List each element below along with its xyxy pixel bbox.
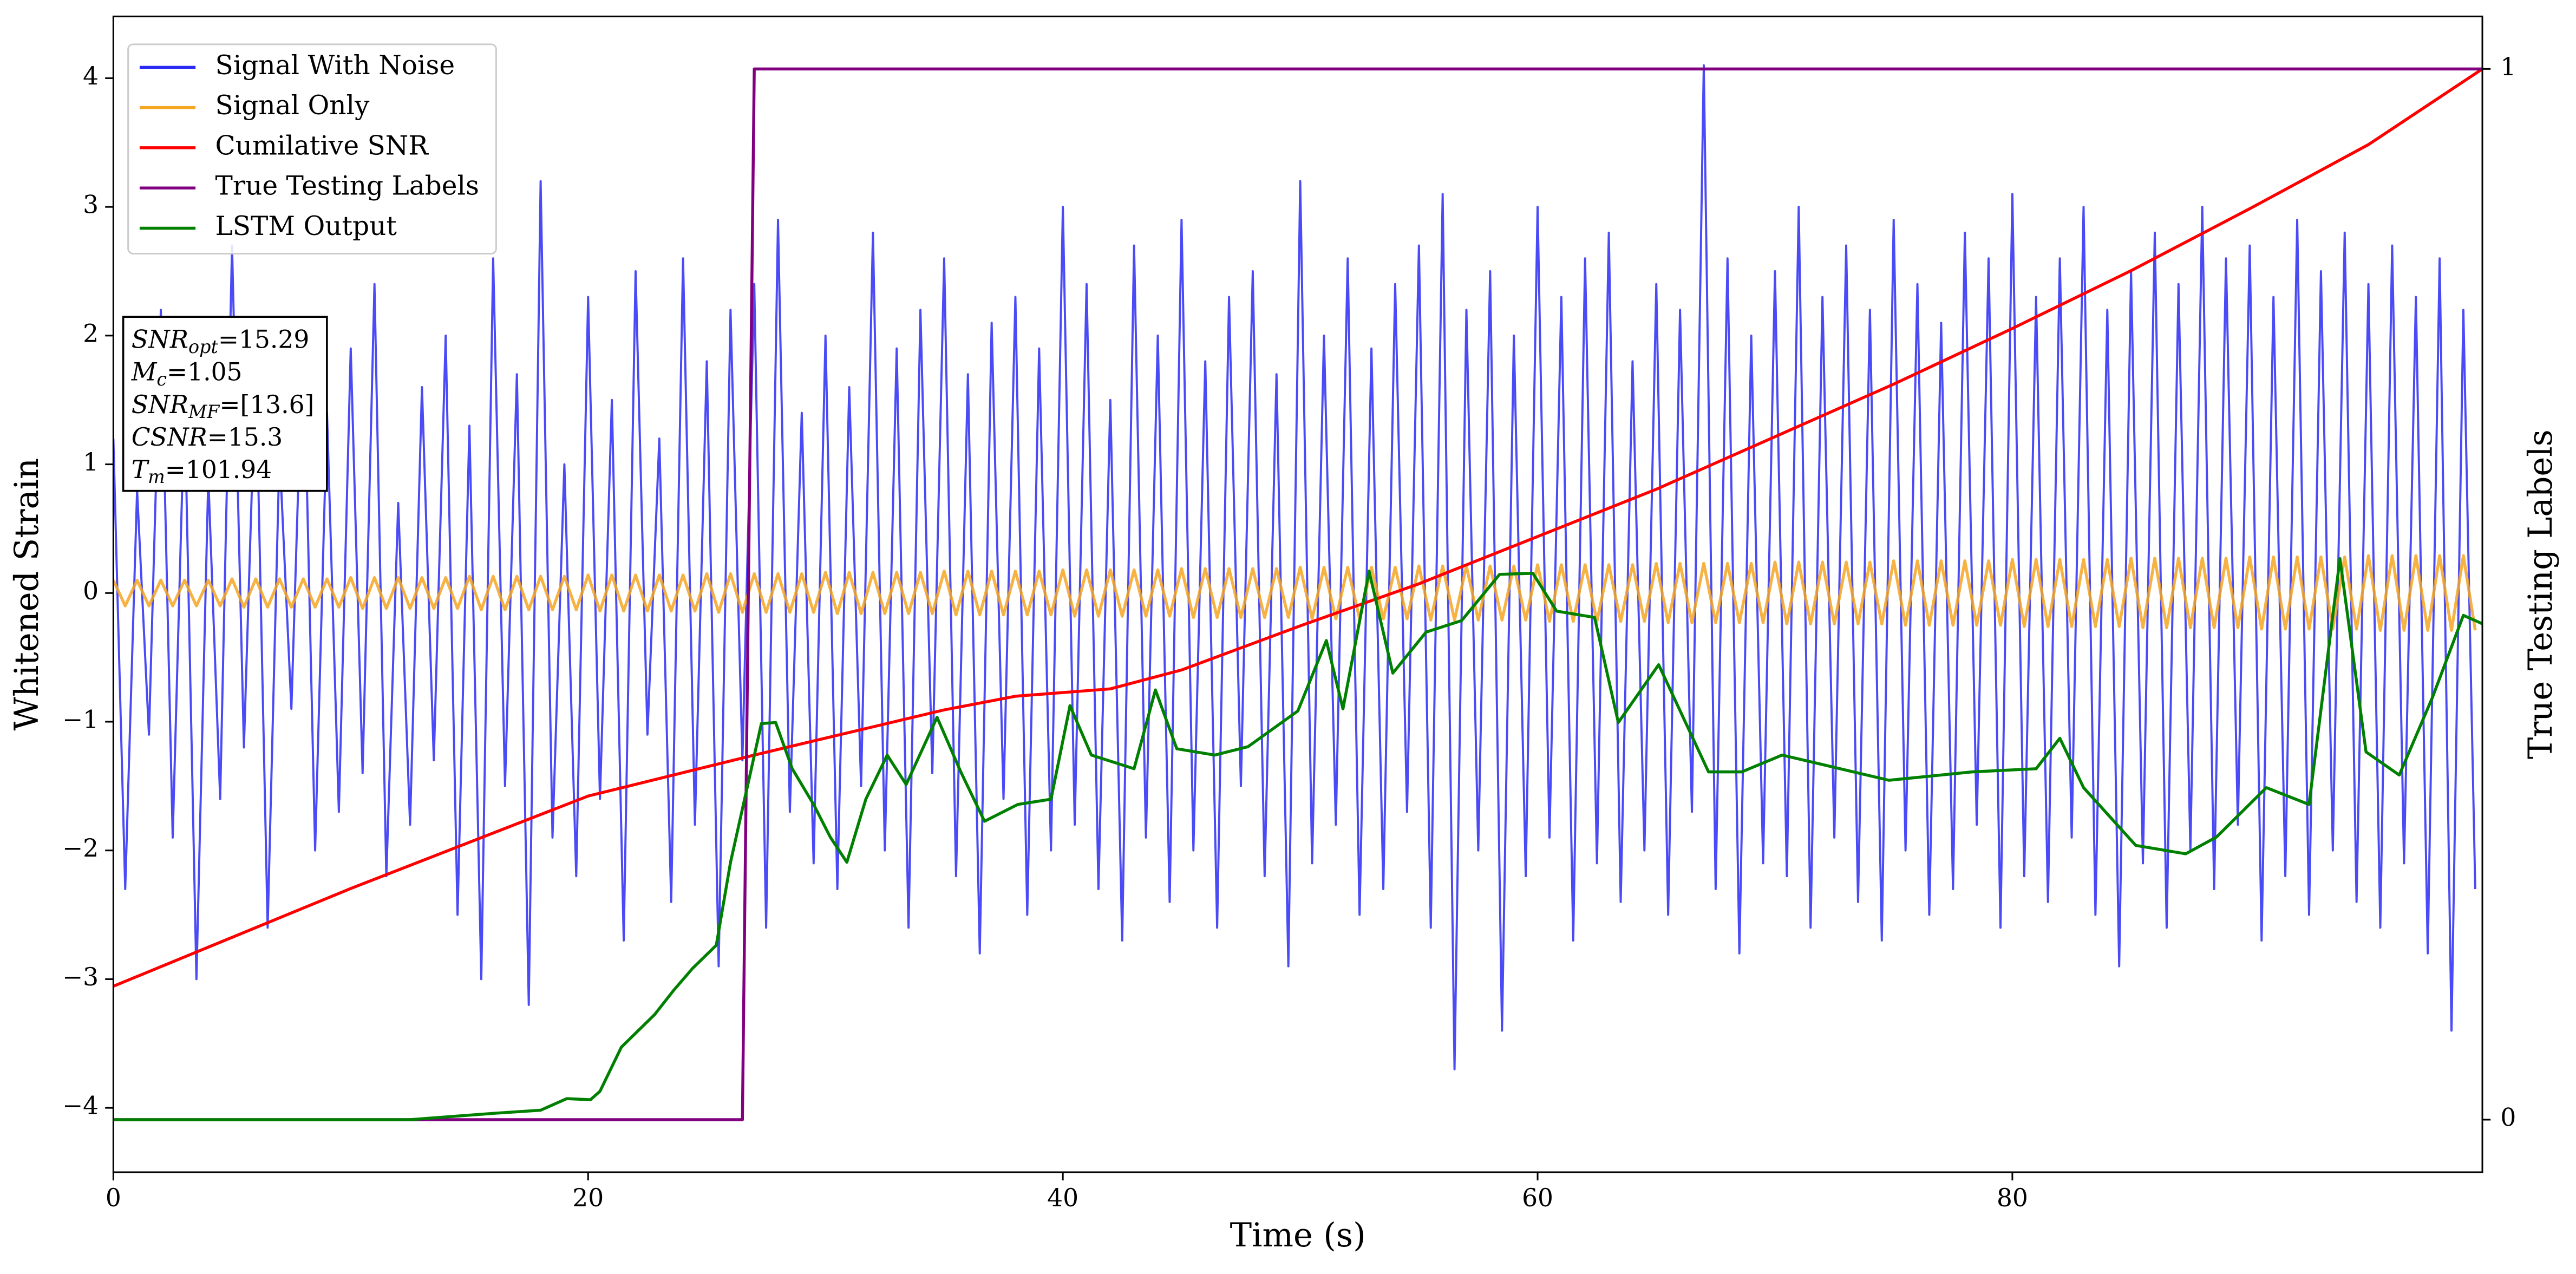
annotation-text: =101.94 (165, 455, 272, 484)
x-tick-label: 60 (1522, 1184, 1553, 1212)
annotation: SNRopt=15.29Mc=1.05SNRMF=[13.6]CSNR=15.3… (122, 316, 328, 492)
annotation-var: M (131, 357, 158, 386)
legend-box (127, 43, 497, 254)
y-tick-label: 3 (83, 191, 99, 219)
legend-label: Cumilative SNR (215, 130, 429, 161)
y-tick-label: 0 (83, 577, 99, 605)
annotation-sub: opt (188, 336, 218, 357)
annotation-text: =15.3 (207, 422, 283, 451)
x-tick-label: 20 (572, 1184, 604, 1212)
x-tick-label: 40 (1047, 1184, 1078, 1212)
x-tick-label: 0 (106, 1184, 121, 1212)
annotation-box (122, 316, 328, 492)
y-tick-label: −1 (62, 705, 99, 734)
y-tick-label: 4 (83, 62, 99, 90)
annotation-line: Tm=101.94 (132, 455, 272, 487)
annotation-line: Mc=1.05 (131, 357, 243, 390)
annotation-var: T (132, 455, 150, 484)
x-tick-label: 80 (1997, 1184, 2028, 1212)
y-tick-label: −2 (62, 834, 99, 863)
series-line (113, 554, 2477, 632)
annotation-line: CSNR=15.3 (132, 422, 283, 451)
y-tick-label: −4 (62, 1092, 99, 1120)
plot-frame (112, 15, 2483, 1173)
annotation-sub: c (156, 369, 167, 390)
annotation-var: CSNR (132, 422, 207, 451)
legend-label: True Testing Labels (215, 171, 479, 201)
annotation-text: =[13.6] (219, 390, 314, 419)
legend: Signal With Noise Signal Only Cumilative S… (127, 43, 497, 254)
annotation-sub: MF (188, 401, 220, 422)
series-line (113, 64, 2476, 1070)
annotation-line: SNRMF=[13.6] (132, 390, 315, 422)
series-line (113, 557, 2483, 1121)
legend-label: Signal With Noise (215, 50, 455, 81)
legend-label: LSTM Output (215, 211, 397, 241)
annotation-text: =15.29 (218, 325, 309, 354)
y-tick-label: 2 (83, 319, 99, 348)
y-axis-label: Whitened Strain (8, 458, 46, 731)
annotation-text: =1.05 (167, 357, 242, 386)
legend-label: Signal Only (215, 90, 370, 121)
y2-tick-label: 1 (2500, 53, 2516, 81)
x-axis-label: Time (s) (1230, 1217, 1366, 1255)
annotation-line: SNRopt=15.29 (132, 325, 310, 357)
annotation-sub: m (148, 466, 165, 487)
annotation-var: SNR (132, 390, 188, 419)
annotation-var: SNR (132, 325, 188, 354)
y2-tick-label: 0 (2500, 1103, 2516, 1132)
y-tick-label: −3 (62, 963, 99, 991)
y2-axis-label: True Testing Labels (2522, 429, 2560, 759)
y-tick-label: 1 (83, 448, 99, 476)
